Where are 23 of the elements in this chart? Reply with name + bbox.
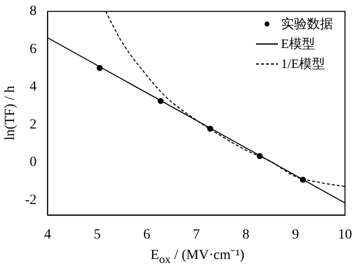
point	[207, 126, 214, 132]
y-tick-label: -2	[24, 192, 37, 208]
x-axis-title: E$_{ox}$ / (MV·cm⁻¹)	[150, 247, 246, 266]
x-tick-label: 5	[94, 227, 101, 242]
legend-label: E模型	[281, 35, 315, 53]
legend-label: 实验数据	[281, 15, 333, 33]
x-tick-label: 6	[143, 227, 150, 242]
x-tick-label: 10	[338, 227, 352, 242]
point	[96, 65, 103, 72]
x-tick-label: 8	[242, 227, 250, 242]
y-tick-label: 2	[30, 117, 37, 132]
y-axis-title: ln(TF) / h	[3, 85, 19, 140]
y-tick-label: 4	[30, 80, 37, 95]
legend-label: 1/E模型	[281, 55, 326, 73]
point	[300, 176, 306, 183]
x-tick-label: 4	[44, 227, 52, 242]
x-tick-label: 7	[192, 227, 200, 242]
y-tick-label: 8	[30, 4, 37, 20]
point	[158, 98, 164, 104]
point	[256, 153, 263, 160]
x-tick-label: 9	[292, 227, 299, 242]
y-tick-label: 0	[30, 155, 37, 170]
y-tick-label: 6	[30, 42, 37, 57]
